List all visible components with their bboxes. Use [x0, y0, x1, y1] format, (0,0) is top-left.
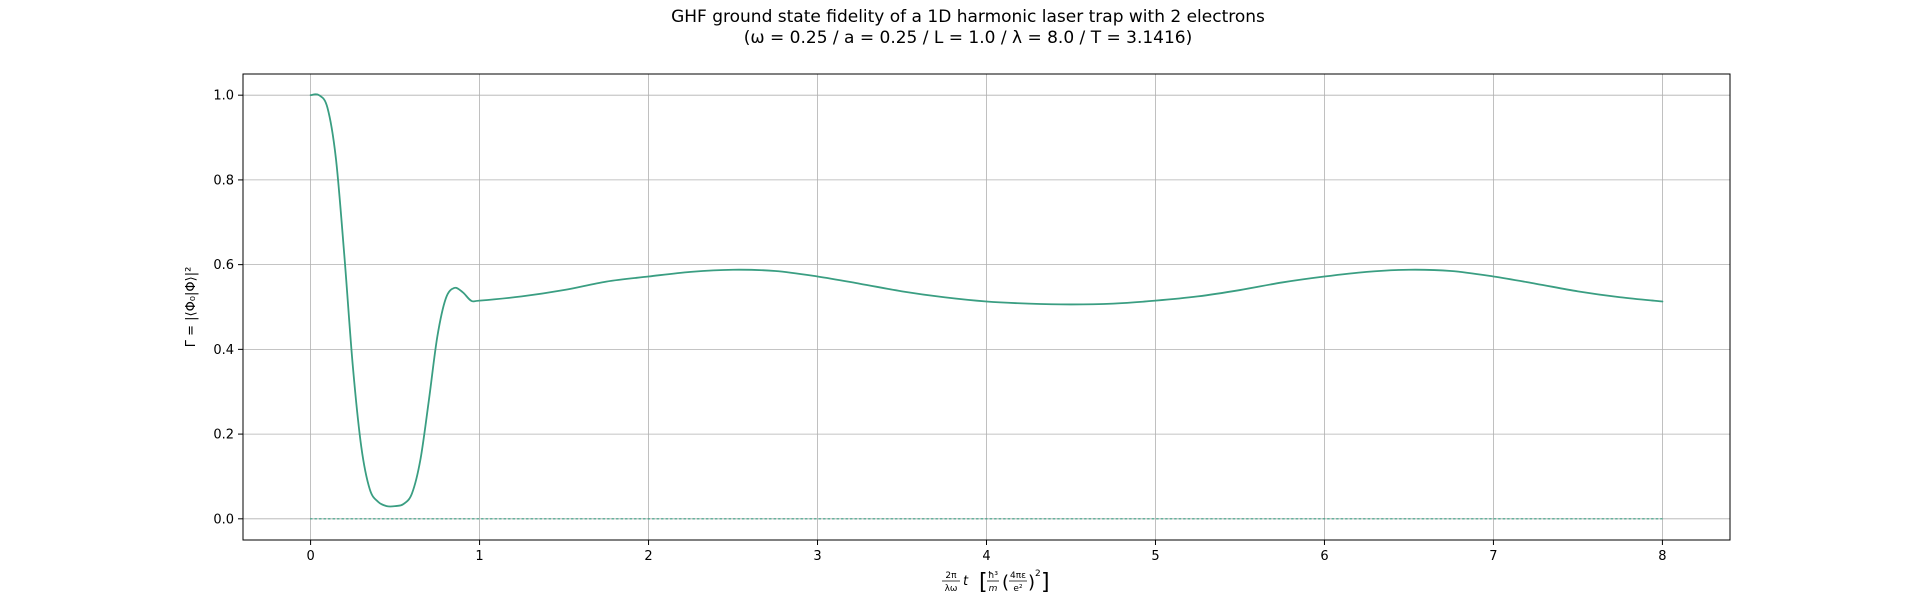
y-tick-label: 0.4: [213, 343, 234, 358]
y-tick-label: 1.0: [213, 89, 234, 104]
x-tick-label: 3: [813, 549, 821, 564]
y-tick-label: 0.8: [213, 173, 234, 188]
grid: [243, 74, 1730, 540]
y-tick-label: 0.6: [213, 258, 234, 273]
x-label-hbar3: ħ³: [988, 571, 998, 581]
ticks: 0 1 2 3 4 5 6 7 8 0.0 0.2 0.4 0.6 0.8 1.0: [213, 89, 1666, 564]
x-tick-label: 7: [1489, 549, 1497, 564]
series-line-fidelity: [309, 93, 1664, 508]
x-tick-label: 4: [982, 549, 990, 564]
x-tick-label: 2: [644, 549, 652, 564]
x-tick-label: 8: [1658, 549, 1666, 564]
chart-title: GHF ground state fidelity of a 1D harmon…: [671, 7, 1265, 27]
y-tick-label: 0.2: [213, 428, 234, 443]
x-tick-label: 6: [1320, 549, 1328, 564]
y-axis-label: Γ = |⟨Φ₀|Φ⟩|²: [184, 267, 199, 348]
x-label-frac-den: e²: [1013, 584, 1023, 594]
x-label-prefix-num: 2π: [945, 571, 957, 581]
x-label-open-paren: (: [1002, 572, 1009, 593]
x-label-var: t: [963, 574, 969, 589]
x-tick-label: 5: [1151, 549, 1159, 564]
x-axis-label: 2π λω t [ ħ³ m ( 4πε e² ) 2 ]: [942, 569, 1050, 595]
x-label-open-bracket: [: [979, 570, 988, 595]
x-label-m: m: [989, 584, 998, 594]
x-label-close-paren: ): [1028, 572, 1035, 593]
y-tick-label: 0.0: [213, 512, 234, 527]
x-label-frac-num: 4πε: [1010, 571, 1026, 581]
x-tick-label: 0: [306, 549, 314, 564]
chart-subtitle: (ω = 0.25 / a = 0.25 / L = 1.0 / λ = 8.0…: [744, 28, 1193, 48]
x-label-exponent: 2: [1035, 569, 1041, 579]
x-tick-label: 1: [475, 549, 483, 564]
series-layer: [309, 93, 1664, 520]
x-label-close-bracket: ]: [1041, 570, 1050, 595]
x-label-prefix-den: λω: [945, 584, 958, 594]
